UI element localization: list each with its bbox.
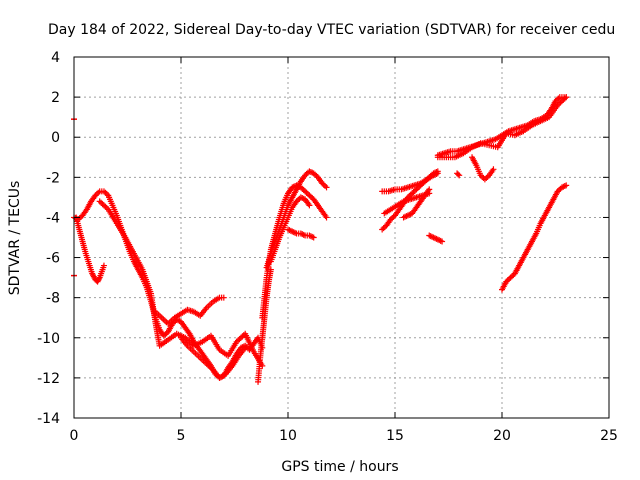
- x-tick-label: 0: [70, 428, 79, 444]
- series-cluster-b-3: [381, 190, 433, 217]
- x-tick-label: 10: [279, 428, 297, 444]
- data-point: [434, 170, 441, 177]
- data-point: [455, 171, 462, 178]
- series-cluster-c-dot: [454, 170, 463, 179]
- series-cluster-c-dip: [469, 154, 497, 183]
- y-tick-label: -8: [46, 291, 60, 307]
- data-point: [490, 166, 497, 173]
- series-cluster-b-tail: [426, 232, 446, 245]
- data-point: [220, 294, 227, 301]
- series-rise-4: [255, 266, 274, 385]
- data-point: [299, 231, 306, 238]
- data-point: [456, 172, 463, 179]
- data-point: [300, 231, 307, 238]
- data-point: [267, 266, 274, 273]
- series-cluster-a-parallel: [96, 198, 266, 369]
- series-cluster-a-lower-wiggle: [178, 334, 249, 381]
- y-tick-label: 2: [51, 90, 60, 106]
- series-cluster-d: [499, 182, 570, 293]
- x-tick-label: 20: [493, 428, 511, 444]
- series-cluster-a-branch: [73, 214, 107, 285]
- series-cluster-c-parallel: [434, 94, 570, 161]
- data-point: [95, 275, 102, 282]
- y-tick-label: -2: [46, 170, 60, 186]
- series-cluster-b-4: [400, 186, 433, 221]
- data-point: [310, 234, 317, 241]
- data-point: [323, 184, 330, 191]
- data-point: [323, 214, 330, 221]
- data-point: [439, 238, 446, 245]
- data-point: [307, 233, 314, 240]
- x-tick-label: 25: [600, 428, 618, 444]
- chart-title: Day 184 of 2022, Sidereal Day-to-day VTE…: [48, 22, 615, 38]
- y-tick-label: -6: [46, 251, 60, 267]
- data-point: [426, 186, 433, 193]
- series-rise-3: [267, 194, 313, 265]
- series-cluster-b-2: [379, 170, 441, 195]
- grid: [74, 57, 609, 418]
- y-tick-label: 0: [51, 130, 60, 146]
- plot-frame: [73, 56, 610, 419]
- y-tick-label: -4: [46, 210, 60, 226]
- x-axis-label: GPS time / hours: [281, 459, 398, 475]
- x-tick-label: 5: [177, 428, 186, 444]
- data-point: [100, 262, 107, 269]
- data-point: [563, 94, 570, 101]
- y-tick-label: -10: [37, 331, 60, 347]
- data-layer: [71, 94, 570, 385]
- y-tick-label: -12: [37, 371, 60, 387]
- series-cluster-a-upper-wiggle: [152, 294, 227, 327]
- y-tick-label: 4: [51, 50, 60, 66]
- y-tick-label: -14: [37, 411, 60, 427]
- data-point: [306, 202, 313, 209]
- y-axis-label: SDTVAR / TECUs: [7, 181, 23, 296]
- data-point: [242, 344, 249, 351]
- x-tick-label: 15: [386, 428, 404, 444]
- axis-ticks: 0 5 10 15 20 25 -14 -12 -10 -8 -6 -4 -2 0 2 4: [37, 50, 618, 444]
- series-rise-3-tail: [285, 226, 317, 241]
- data-point: [563, 182, 570, 189]
- data-point: [309, 233, 316, 240]
